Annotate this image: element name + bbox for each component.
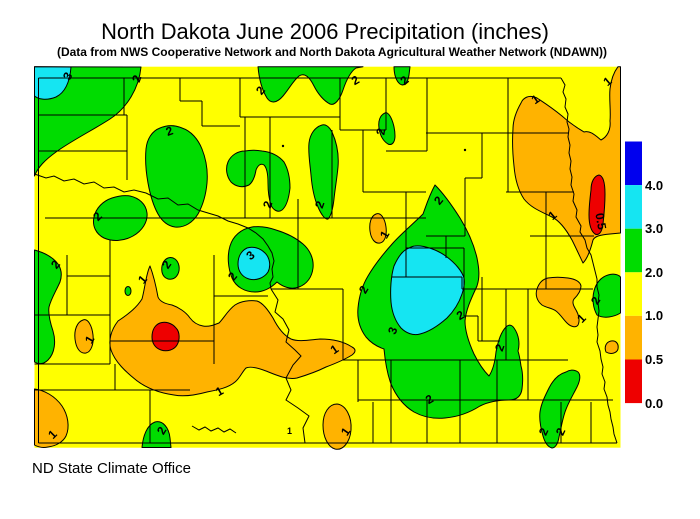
svg-text:0.0: 0.0 xyxy=(645,396,663,411)
svg-text:3.0: 3.0 xyxy=(645,221,663,236)
svg-text:4.0: 4.0 xyxy=(645,178,663,193)
svg-text:2: 2 xyxy=(164,123,175,139)
svg-text:1.0: 1.0 xyxy=(645,308,663,323)
svg-text:3: 3 xyxy=(385,325,401,336)
svg-text:2: 2 xyxy=(260,199,276,210)
svg-text:0.5: 0.5 xyxy=(645,352,663,367)
svg-text:1: 1 xyxy=(287,426,292,436)
svg-text:0.5: 0.5 xyxy=(592,212,609,231)
svg-text:2: 2 xyxy=(312,199,328,210)
svg-text:2: 2 xyxy=(373,127,388,136)
svg-text:2: 2 xyxy=(129,73,145,84)
svg-text:2: 2 xyxy=(492,342,508,353)
svg-text:2.0: 2.0 xyxy=(645,265,663,280)
